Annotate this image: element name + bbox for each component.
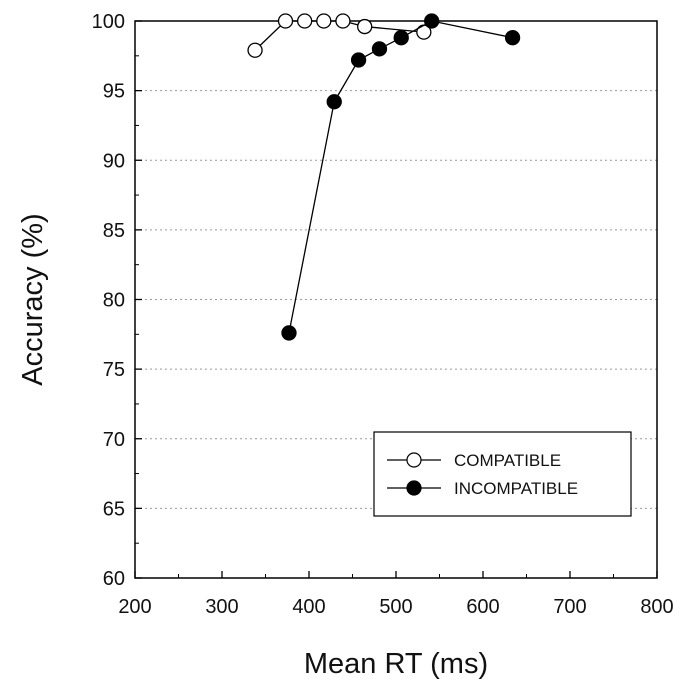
x-tick-label: 300 (205, 596, 238, 618)
y-axis-title: Accuracy (%) (17, 213, 49, 385)
y-tick-label: 95 (103, 81, 125, 103)
data-point (424, 13, 440, 29)
series-incompatible (281, 13, 521, 341)
data-point (316, 13, 332, 29)
legend-compatible-label: COMPATIBLE (454, 451, 561, 470)
data-series (247, 13, 521, 341)
x-tick-label: 500 (379, 596, 412, 618)
data-point (504, 30, 521, 46)
x-tick-label: 600 (466, 596, 499, 618)
data-point (350, 52, 367, 68)
legend-box (373, 431, 632, 517)
legend-incompatible-marker (406, 480, 422, 496)
y-tick-label: 85 (103, 220, 125, 242)
data-point (371, 41, 388, 57)
data-point (357, 18, 373, 35)
y-tick-label: 100 (92, 11, 125, 33)
legend-compatible-marker (406, 452, 422, 468)
y-tick-label: 60 (103, 568, 125, 590)
legend-incompatible-label: INCOMPATIBLE (454, 479, 578, 498)
x-tick-label: 700 (553, 596, 586, 618)
series-line (288, 20, 513, 334)
data-point (247, 42, 263, 58)
data-point (277, 13, 294, 29)
y-tick-label: 90 (103, 150, 125, 172)
data-point (335, 13, 351, 29)
grid-lines (135, 90, 657, 509)
data-point (281, 325, 297, 341)
x-tick-label: 400 (292, 596, 325, 618)
y-tick-label: 80 (103, 290, 125, 312)
data-point (296, 13, 313, 29)
x-tick-label: 200 (118, 596, 151, 618)
x-tick-label: 800 (640, 596, 673, 618)
legend: COMPATIBLE INCOMPATIBLE (373, 431, 632, 517)
axis-ticks (134, 20, 658, 579)
data-point (326, 94, 342, 110)
tick-labels: 60 65 70 75 80 85 90 95 100 200 300 400 500 600 700 800 (92, 11, 674, 618)
y-tick-label: 65 (103, 498, 125, 520)
y-tick-label: 75 (103, 359, 125, 381)
y-tick-label: 70 (103, 429, 125, 451)
series-compatible (247, 13, 432, 58)
data-point (393, 30, 409, 46)
x-axis-title: Mean RT (ms) (304, 648, 488, 680)
